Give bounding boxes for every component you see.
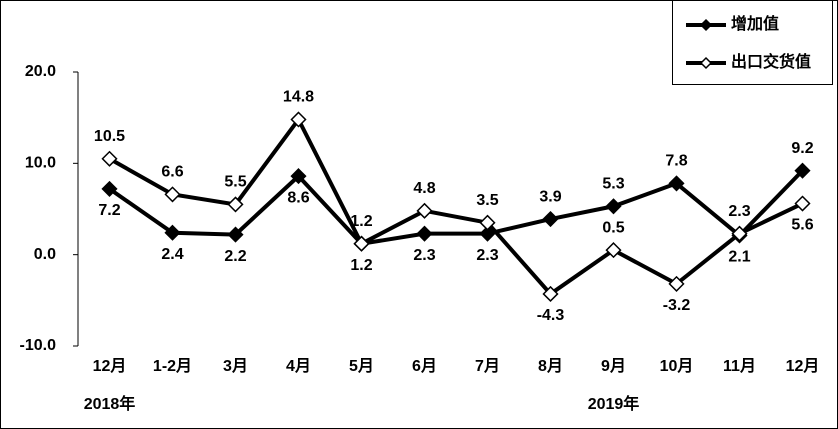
point-marker (353, 235, 370, 252)
point-marker (668, 175, 685, 192)
data-label: 1.2 (350, 213, 372, 230)
point-marker (416, 202, 433, 219)
series-line (108, 115, 804, 297)
year-label: 2018年 (84, 394, 136, 413)
x-tick-label: 10月 (660, 357, 694, 375)
data-label: 2.3 (728, 203, 750, 220)
point-marker (542, 285, 559, 303)
point-marker (101, 150, 118, 167)
point-marker (479, 225, 496, 242)
data-label: 1.2 (350, 257, 372, 274)
point-marker (479, 214, 496, 231)
data-label: 14.8 (283, 89, 314, 106)
point-marker (542, 210, 559, 228)
x-tick-label: 4月 (286, 357, 311, 375)
data-label: 10.5 (94, 128, 125, 145)
legend-box (672, 0, 833, 85)
data-label: 2.2 (224, 248, 246, 265)
x-tick-label: 7月 (475, 357, 500, 375)
x-tick-label: 5月 (349, 357, 374, 375)
data-label: 0.5 (602, 219, 624, 236)
data-label: 2.1 (728, 249, 750, 266)
x-tick-label: 9月 (601, 357, 626, 375)
data-label: 3.5 (476, 192, 498, 209)
data-label: 2.3 (476, 247, 498, 264)
data-label: 5.6 (791, 217, 813, 234)
point-marker (416, 225, 433, 242)
point-marker (731, 225, 748, 242)
point-marker (794, 162, 811, 179)
data-label: -3.2 (663, 297, 691, 314)
y-tick-label: 20.0 (25, 63, 56, 80)
point-marker (290, 168, 307, 185)
legend-label: 增加值 (731, 14, 779, 33)
series-line (108, 169, 804, 246)
data-label: -4.3 (537, 307, 565, 324)
legend-marker (699, 56, 713, 70)
point-marker (605, 198, 622, 215)
y-tick-label: 10.0 (25, 155, 56, 172)
x-tick-label: 12月 (93, 357, 127, 375)
point-marker (101, 180, 118, 197)
data-label: 3.9 (539, 188, 561, 205)
legend-marker (699, 18, 713, 32)
year-label: 2019年 (588, 394, 640, 413)
point-marker (668, 275, 685, 292)
y-tick-label: -10.0 (20, 337, 57, 354)
x-tick-label: 8月 (538, 357, 563, 375)
data-label: 6.6 (161, 164, 183, 181)
x-tick-label: 6月 (412, 357, 437, 375)
data-label: 8.6 (287, 189, 309, 206)
point-marker (164, 186, 181, 203)
data-label: 9.2 (791, 140, 813, 157)
data-label: 7.8 (665, 153, 687, 170)
point-marker (227, 196, 244, 213)
y-tick-label: 0.0 (34, 246, 56, 263)
point-marker (290, 111, 307, 128)
x-tick-label: 12月 (786, 357, 820, 375)
point-marker (605, 242, 622, 259)
point-marker (164, 224, 181, 241)
x-tick-label: 1-2月 (153, 357, 192, 375)
point-marker (227, 226, 244, 243)
data-label: 5.5 (224, 174, 246, 191)
x-tick-label: 3月 (223, 357, 248, 375)
data-label: 7.2 (98, 202, 120, 219)
data-label: 4.8 (413, 180, 435, 197)
x-tick-label: 11月 (723, 357, 756, 375)
point-marker (794, 195, 811, 212)
data-label: 2.3 (413, 247, 435, 264)
data-label: 2.4 (161, 246, 183, 263)
data-label: 5.3 (602, 175, 624, 192)
legend-label: 出口交货值 (731, 52, 811, 71)
